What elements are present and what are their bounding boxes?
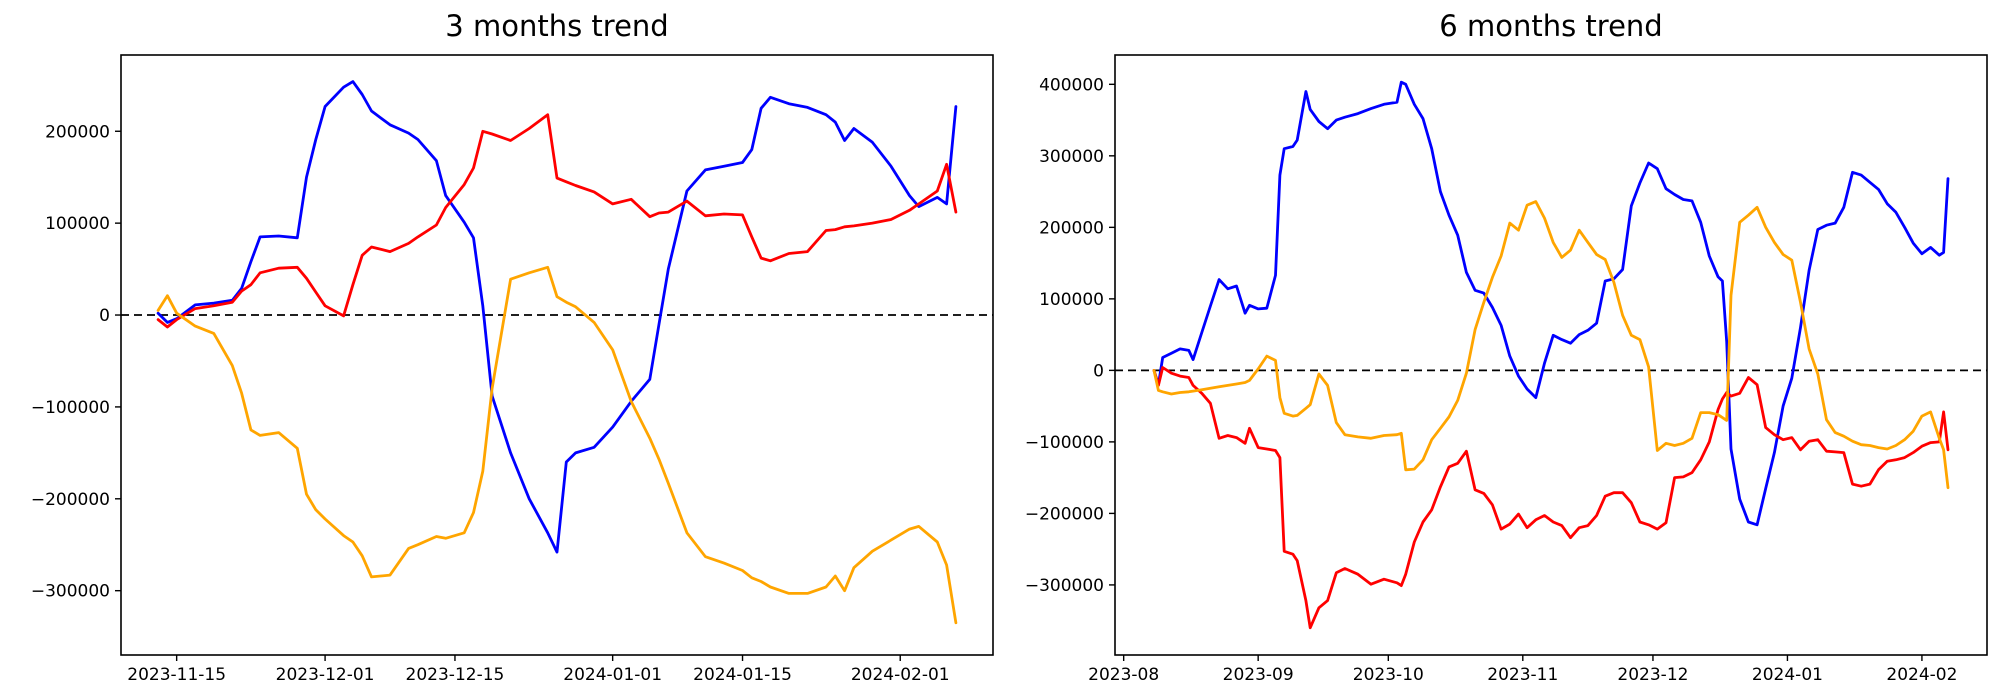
x-tick-label: 2024-02-01: [851, 665, 950, 685]
y-tick-label: −200000: [1025, 504, 1104, 524]
right-chart-title: 6 months trend: [1439, 9, 1662, 43]
plot-border: [120, 54, 994, 656]
y-tick-label: 0: [99, 306, 110, 326]
x-tick-label: 2024-01: [1752, 665, 1823, 685]
y-tick-label: −100000: [1025, 433, 1104, 453]
series-line-red: [156, 113, 958, 329]
x-tick-label: 2024-02: [1886, 665, 1957, 685]
x-tick-label: 2023-11: [1487, 665, 1558, 685]
y-tick-label: 0: [1093, 361, 1104, 381]
x-tick-label: 2023-11-15: [127, 665, 226, 685]
y-tick-label: 200000: [1039, 218, 1104, 238]
series-line-red: [1152, 366, 1950, 630]
series-line-orange: [1152, 200, 1950, 490]
y-tick-label: −100000: [31, 398, 110, 418]
x-tick-label: 2023-08: [1088, 665, 1159, 685]
y-tick-label: 300000: [1039, 147, 1104, 167]
chart-6-months-trend: 400000 300000 200000 100000 0 −100000 −200000 −…: [1025, 54, 1988, 685]
y-tick-label: −200000: [31, 490, 110, 510]
y-tick-label: 400000: [1039, 75, 1104, 95]
series-line-blue: [1152, 80, 1950, 527]
x-tick-label: 2023-12-01: [276, 665, 375, 685]
chart-3-months-trend: 200000 100000 0 −100000 −200000 −300000 2023-1…: [31, 54, 994, 685]
series-line-blue: [156, 80, 958, 554]
y-tick-label: 100000: [1039, 290, 1104, 310]
y-tick-label: −300000: [31, 582, 110, 602]
series-line-orange: [156, 265, 958, 625]
x-tick-label: 2023-09: [1223, 665, 1294, 685]
y-tick-label: 100000: [45, 214, 110, 234]
x-tick-label: 2024-01-15: [693, 665, 792, 685]
y-tick-label: 200000: [45, 122, 110, 142]
x-tick-label: 2023-12: [1617, 665, 1688, 685]
x-tick-label: 2023-12-15: [406, 665, 505, 685]
plot-border: [1114, 54, 1988, 656]
left-chart-title: 3 months trend: [445, 9, 668, 43]
x-tick-label: 2023-10: [1353, 665, 1424, 685]
y-tick-label: −300000: [1025, 576, 1104, 596]
x-tick-label: 2024-01-01: [563, 665, 662, 685]
